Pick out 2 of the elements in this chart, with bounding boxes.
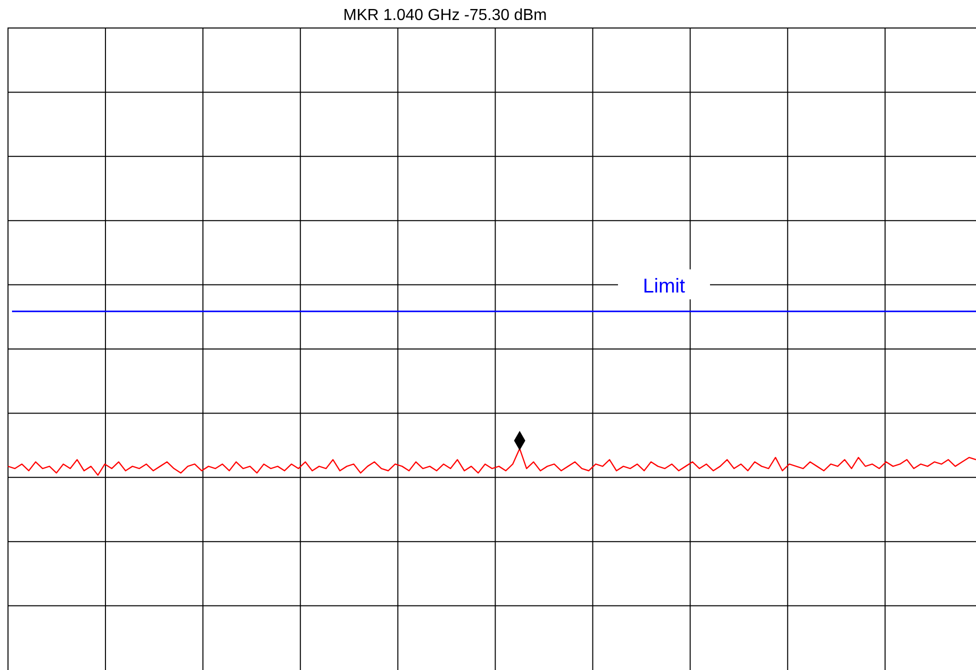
chart-title: MKR 1.040 GHz -75.30 dBm — [343, 7, 547, 24]
ref-line-label: Limit — [642, 275, 686, 298]
